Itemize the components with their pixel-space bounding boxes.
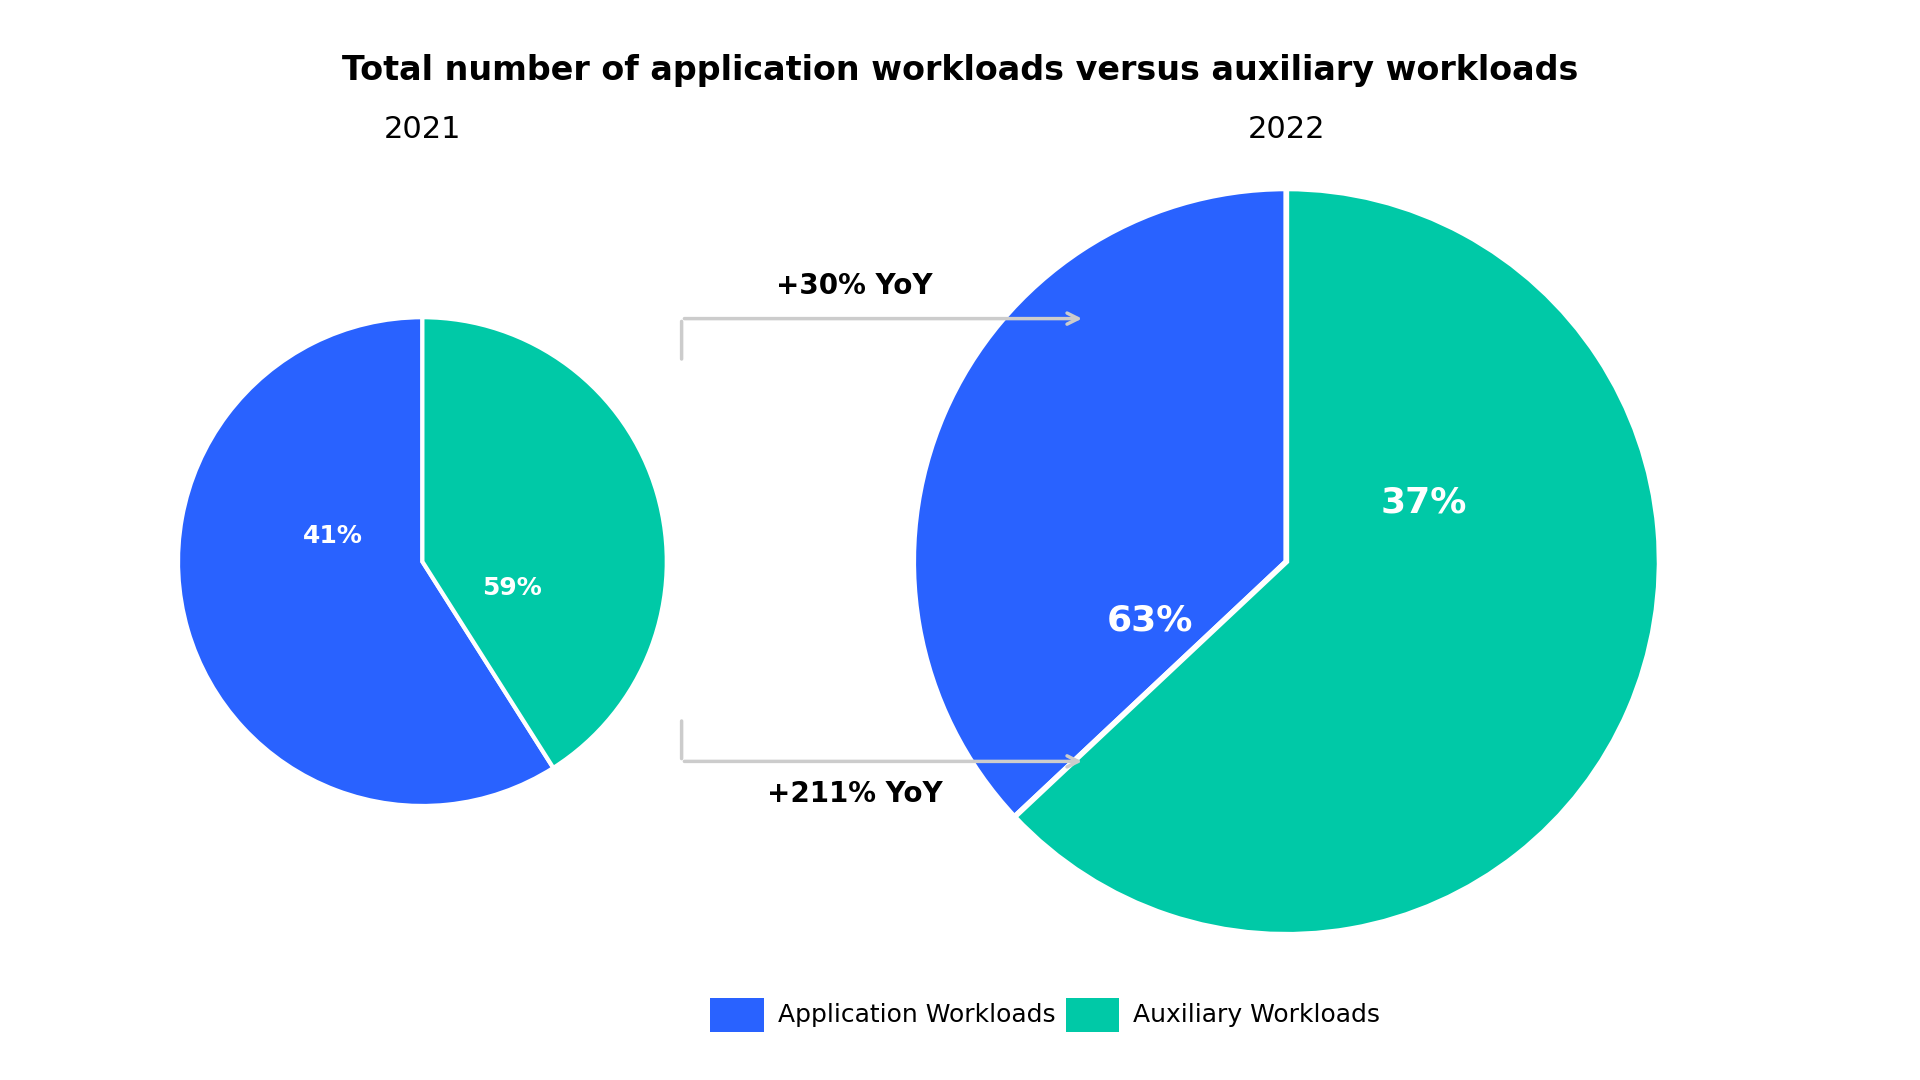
- Text: 2022: 2022: [1248, 116, 1325, 144]
- Text: 41%: 41%: [303, 524, 363, 548]
- Wedge shape: [914, 189, 1286, 816]
- FancyBboxPatch shape: [1066, 998, 1119, 1032]
- Text: +30% YoY: +30% YoY: [776, 272, 933, 300]
- Text: Auxiliary Workloads: Auxiliary Workloads: [1133, 1003, 1380, 1027]
- Text: +211% YoY: +211% YoY: [766, 780, 943, 808]
- Text: 63%: 63%: [1106, 604, 1192, 638]
- Text: Application Workloads: Application Workloads: [778, 1003, 1056, 1027]
- Text: 37%: 37%: [1380, 485, 1467, 519]
- Wedge shape: [1014, 189, 1659, 934]
- Wedge shape: [422, 318, 666, 768]
- Text: Total number of application workloads versus auxiliary workloads: Total number of application workloads ve…: [342, 54, 1578, 87]
- Wedge shape: [179, 318, 553, 806]
- Text: 2021: 2021: [384, 116, 461, 144]
- Text: 59%: 59%: [482, 576, 541, 599]
- FancyBboxPatch shape: [710, 998, 764, 1032]
